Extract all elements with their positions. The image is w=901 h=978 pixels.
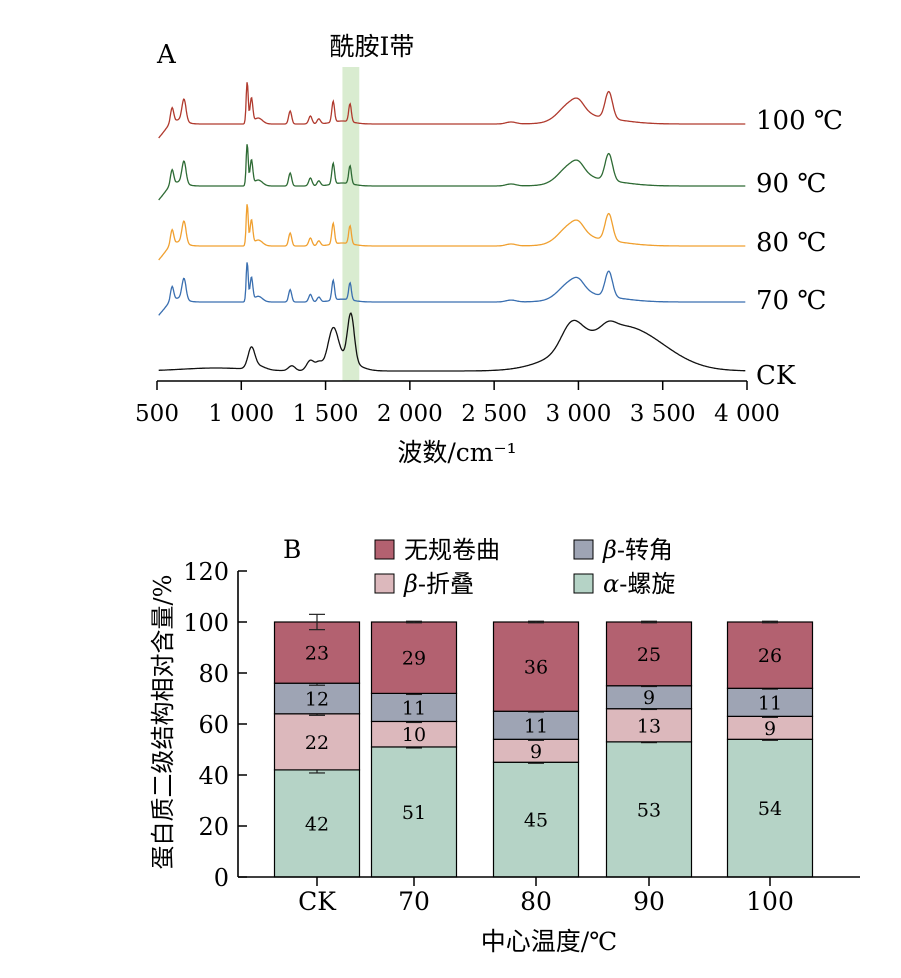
spectra-group <box>158 82 746 372</box>
amide-i-band <box>342 67 360 381</box>
x-tick-label: 2 000 <box>377 401 443 427</box>
bar-segment <box>273 682 361 715</box>
y-tick-label: 60 <box>198 711 229 739</box>
x-tick-label: 500 <box>135 401 179 427</box>
bar-segment <box>492 621 580 712</box>
bar-segment <box>273 769 361 878</box>
legend-swatch <box>374 539 395 560</box>
bar-segment <box>370 692 458 723</box>
legend-swatch <box>573 539 594 560</box>
series-label: CK <box>756 361 796 391</box>
spectrum-line <box>158 312 746 372</box>
bar-value-label: 51 <box>402 802 426 824</box>
bar-segment <box>273 621 361 684</box>
bar-value-label: 54 <box>758 798 782 820</box>
bar-value-label: 26 <box>758 645 782 667</box>
y-tick-label: 100 <box>183 609 229 637</box>
x-tick-label: 3 000 <box>545 401 611 427</box>
bar-value-label: 36 <box>524 657 548 679</box>
x-tick-label: 3 500 <box>630 401 696 427</box>
y-axis-title-b: 蛋白质二级结构相对含量/% <box>149 575 177 870</box>
stacked-bar-panel: B 无规卷曲 β-转角 β-折叠 α-螺旋 42 22 12 23 51 10 11 29 45 9 11… <box>149 535 860 956</box>
x-tick-label: 4 000 <box>714 401 780 427</box>
ftir-panel: A 酰胺I带 100 ℃ 90 ℃ 80 ℃ 70 ℃ CK 500 1 000 1 500… <box>135 32 843 467</box>
bar-value-label: 42 <box>305 813 329 835</box>
panel-label-a: A <box>156 40 177 70</box>
legend-label: α-螺旋 <box>603 570 675 598</box>
x-tick-label: 100 <box>746 887 794 916</box>
bar-segment <box>492 710 580 740</box>
bar-value-label: 11 <box>524 715 548 737</box>
bar-value-label: 9 <box>643 687 655 709</box>
panel-label-b: B <box>283 535 301 564</box>
bar-value-label: 29 <box>402 648 426 670</box>
x-tick-label: CK <box>298 887 337 916</box>
x-ticks-b: CK 70 80 90 100 <box>298 877 794 916</box>
y-tick-label: 80 <box>198 660 229 688</box>
spectrum-line <box>158 82 746 139</box>
series-label: 90 ℃ <box>756 169 826 199</box>
bar-value-label: 13 <box>637 715 661 737</box>
bar-value-label: 12 <box>305 689 329 711</box>
series-label: 80 ℃ <box>756 228 826 258</box>
bar-segment <box>605 741 693 878</box>
legend-label: β-转角 <box>602 536 673 564</box>
series-labels: 100 ℃ 90 ℃ 80 ℃ 70 ℃ CK <box>756 106 843 391</box>
x-tick-label: 1 000 <box>208 401 274 427</box>
legend-label: β-折叠 <box>403 570 474 598</box>
bars-group: 42 22 12 23 51 10 11 29 45 9 11 36 53 13 9 25 54 9 11 26 <box>273 613 814 878</box>
bar-segment <box>605 708 693 743</box>
spectrum-line <box>158 262 746 316</box>
x-tick-label: 80 <box>520 887 552 916</box>
spectrum-line <box>158 204 746 261</box>
bar-segment <box>370 746 458 878</box>
bar-value-label: 45 <box>524 810 548 832</box>
legend-swatch <box>374 573 395 594</box>
bar-value-label: 25 <box>637 644 661 666</box>
bar-segment <box>605 621 693 687</box>
bar-segment <box>492 761 580 878</box>
bar-value-label: 10 <box>402 724 426 746</box>
bar-value-label: 11 <box>402 697 426 719</box>
y-tick-label: 120 <box>183 558 229 586</box>
y-tick-label: 0 <box>214 864 229 892</box>
y-ticks-b: 0 20 40 60 80 100 120 <box>183 558 247 892</box>
x-tick-label: 70 <box>398 887 430 916</box>
amide-i-band-label: 酰胺I带 <box>330 32 415 61</box>
series-label: 100 ℃ <box>756 106 843 136</box>
bar-segment <box>726 621 814 689</box>
legend: 无规卷曲 β-转角 β-折叠 α-螺旋 <box>374 536 675 598</box>
bar-value-label: 23 <box>305 643 329 665</box>
bar-value-label: 11 <box>758 692 782 714</box>
series-label: 70 ℃ <box>756 286 826 316</box>
legend-label: 无规卷曲 <box>404 536 500 564</box>
spectrum-line <box>158 144 746 201</box>
x-ticks-a: 500 1 000 1 500 2 000 2 500 3 000 3 500 4 000 <box>135 381 780 427</box>
x-tick-label: 1 500 <box>293 401 359 427</box>
bar-value-label: 22 <box>305 732 329 754</box>
legend-swatch <box>573 573 594 594</box>
bar-value-label: 9 <box>530 741 542 763</box>
x-axis-title-a: 波数/cm⁻¹ <box>397 438 516 467</box>
bar-segment <box>726 738 814 878</box>
y-tick-label: 20 <box>198 813 229 841</box>
bar-value-label: 53 <box>637 799 661 821</box>
bar-value-label: 9 <box>764 718 776 740</box>
x-tick-label: 2 500 <box>461 401 527 427</box>
x-axis-title-b: 中心温度/℃ <box>481 927 617 956</box>
y-tick-label: 40 <box>198 762 229 790</box>
x-tick-label: 90 <box>633 887 665 916</box>
